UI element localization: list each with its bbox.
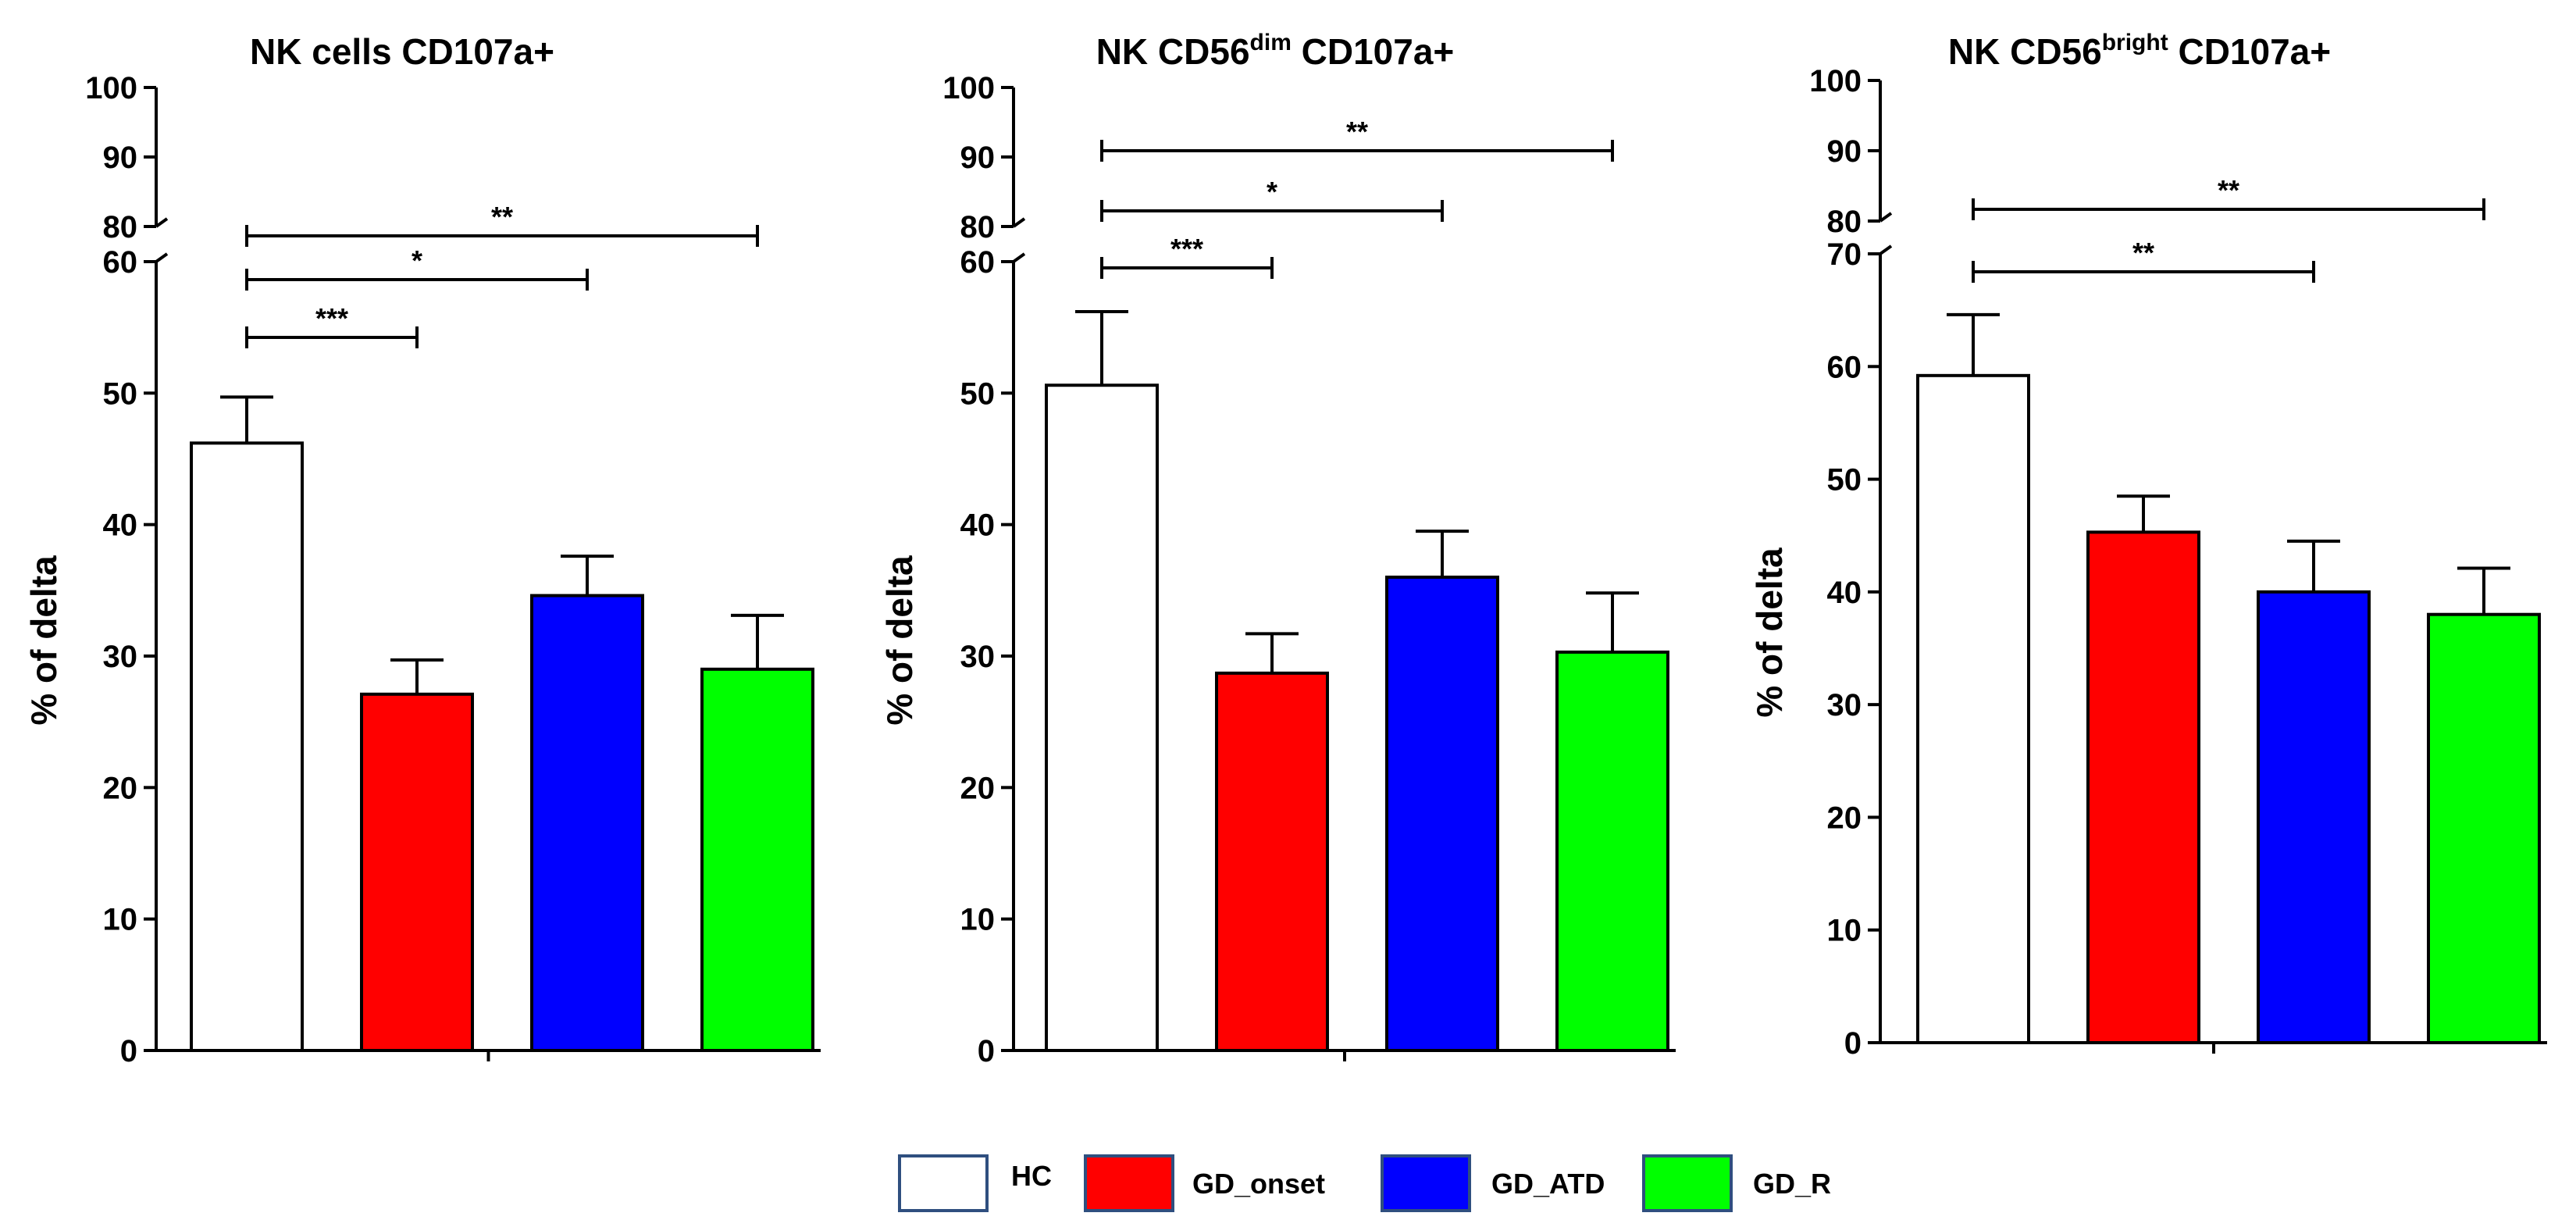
y-tick-label: 0 xyxy=(978,1034,995,1068)
y-tick-label: 40 xyxy=(1827,576,1862,610)
significance-bracket: ** xyxy=(1972,174,2485,220)
legend-item-gd-r: GD_R xyxy=(1642,1154,1831,1212)
chart-title-superscript: bright xyxy=(2102,30,2168,55)
bar-hc xyxy=(1045,383,1159,1052)
chart-title: NK cells CD107a+ xyxy=(250,31,554,72)
legend: HC GD_onset GD_ATD GD_R xyxy=(898,1154,1831,1212)
legend-item-gd-onset: GD_onset xyxy=(1084,1154,1325,1212)
chart-panel-1: NK cells CD107a+ % of delta 0 10 20 30 40 50 608… xyxy=(23,31,821,1068)
bar-gd-onset xyxy=(360,692,474,1052)
axis-break-mark xyxy=(155,217,169,228)
y-tick-label: 30 xyxy=(960,640,996,674)
y-tick-label: 50 xyxy=(960,376,996,411)
significance-bracket: ** xyxy=(245,201,759,247)
legend-swatch xyxy=(1084,1154,1174,1212)
significance-bracket: ** xyxy=(1100,116,1614,162)
significance-label: * xyxy=(1267,176,1277,208)
y-axis-label: % of delta xyxy=(879,555,920,726)
y-tick-label: 40 xyxy=(103,508,138,543)
y-tick-label: 30 xyxy=(103,640,138,674)
y-tick-label: 0 xyxy=(1844,1026,1862,1061)
chart-title-main: NK CD56 xyxy=(1948,31,2102,72)
significance-label: ** xyxy=(2218,174,2239,206)
y-tick-label: 90 xyxy=(1827,134,1862,169)
y-tick-label: 90 xyxy=(960,141,996,175)
bar-gd-r xyxy=(1555,650,1669,1052)
significance-bracket: * xyxy=(245,244,589,291)
bar-hc xyxy=(1916,373,2030,1045)
y-tick-label: 60 xyxy=(1827,350,1862,384)
y-tick-label: 50 xyxy=(1827,463,1862,498)
legend-item-gd-atd: GD_ATD xyxy=(1381,1154,1605,1212)
legend-label: GD_R xyxy=(1753,1168,1831,1200)
chart-title: NK CD56dim CD107a+ xyxy=(1096,30,1455,72)
y-tick-label: 80 xyxy=(1827,205,1862,239)
significance-label: ** xyxy=(1346,116,1368,148)
significance-bracket: *** xyxy=(245,302,419,348)
y-axis-label: % of delta xyxy=(1749,548,1790,718)
legend-swatch xyxy=(1381,1154,1471,1212)
chart-panels: NK cells CD107a+% of delta01020304050608… xyxy=(23,30,2547,1068)
chart-title: NK CD56bright CD107a+ xyxy=(1948,30,2331,72)
y-tick-label: 100 xyxy=(1809,64,1862,98)
chart-panel-3: NK CD56bright CD107a+ % of delta 0 10 20 30 40… xyxy=(1749,30,2547,1061)
legend-label: GD_ATD xyxy=(1491,1168,1605,1200)
bar-gd-atd xyxy=(530,594,644,1052)
chart-title-tail: CD107a+ xyxy=(2168,31,2331,72)
y-tick-label: 80 xyxy=(960,210,996,244)
bar-gd-atd xyxy=(1385,576,1499,1052)
y-tick-label: 80 xyxy=(103,210,138,244)
chart-panel-2: NK CD56dim CD107a+ % of delta 0 10 20 30 40 50 6… xyxy=(879,30,1676,1068)
bar-gd-r xyxy=(700,667,814,1052)
y-tick-label: 20 xyxy=(960,771,996,805)
y-tick-label: 10 xyxy=(960,903,996,937)
legend-item-hc: HC xyxy=(898,1154,1052,1212)
legend-swatch xyxy=(1642,1154,1733,1212)
axis-break-mark xyxy=(1012,252,1026,263)
bar-gd-atd xyxy=(2257,590,2371,1044)
bar-hc xyxy=(190,441,304,1052)
bar-gd-r xyxy=(2427,612,2541,1044)
y-tick-label: 10 xyxy=(103,903,138,937)
axis-break-mark xyxy=(155,252,169,263)
y-tick-label: 30 xyxy=(1827,688,1862,722)
y-tick-label: 60 xyxy=(960,245,996,280)
y-tick-label: 60 xyxy=(103,245,138,280)
y-tick-label: 0 xyxy=(120,1034,137,1068)
y-tick-label: 100 xyxy=(942,71,995,105)
y-tick-label: 20 xyxy=(103,771,138,805)
significance-bracket: * xyxy=(1100,176,1444,222)
axis-break-mark xyxy=(1879,244,1893,255)
significance-label: * xyxy=(412,244,422,276)
y-tick-label: 70 xyxy=(1827,237,1862,272)
significance-label: *** xyxy=(1170,233,1203,265)
bar-gd-onset xyxy=(2086,530,2200,1044)
significance-bracket: *** xyxy=(1100,233,1274,279)
legend-label: HC xyxy=(1011,1160,1052,1192)
y-axis-label: % of delta xyxy=(23,555,64,726)
axis-break-mark xyxy=(1879,212,1893,223)
chart-title-main: NK CD56 xyxy=(1096,31,1250,72)
significance-label: ** xyxy=(491,201,513,233)
legend-label: GD_onset xyxy=(1192,1168,1325,1200)
significance-label: *** xyxy=(315,302,348,334)
axis-break-mark xyxy=(1012,217,1026,228)
bar-gd-onset xyxy=(1215,671,1329,1053)
chart-title-superscript: dim xyxy=(1250,30,1292,55)
chart-title-tail: CD107a+ xyxy=(1292,31,1454,72)
chart-title-main: NK cells CD107a+ xyxy=(250,31,554,72)
legend-swatch xyxy=(898,1154,989,1212)
y-tick-label: 40 xyxy=(960,508,996,543)
y-tick-label: 20 xyxy=(1827,801,1862,835)
y-tick-label: 10 xyxy=(1827,914,1862,948)
y-tick-label: 100 xyxy=(85,71,137,105)
significance-label: ** xyxy=(2132,237,2154,269)
y-tick-label: 90 xyxy=(103,141,138,175)
significance-bracket: ** xyxy=(1972,237,2315,283)
y-tick-label: 50 xyxy=(103,376,138,411)
